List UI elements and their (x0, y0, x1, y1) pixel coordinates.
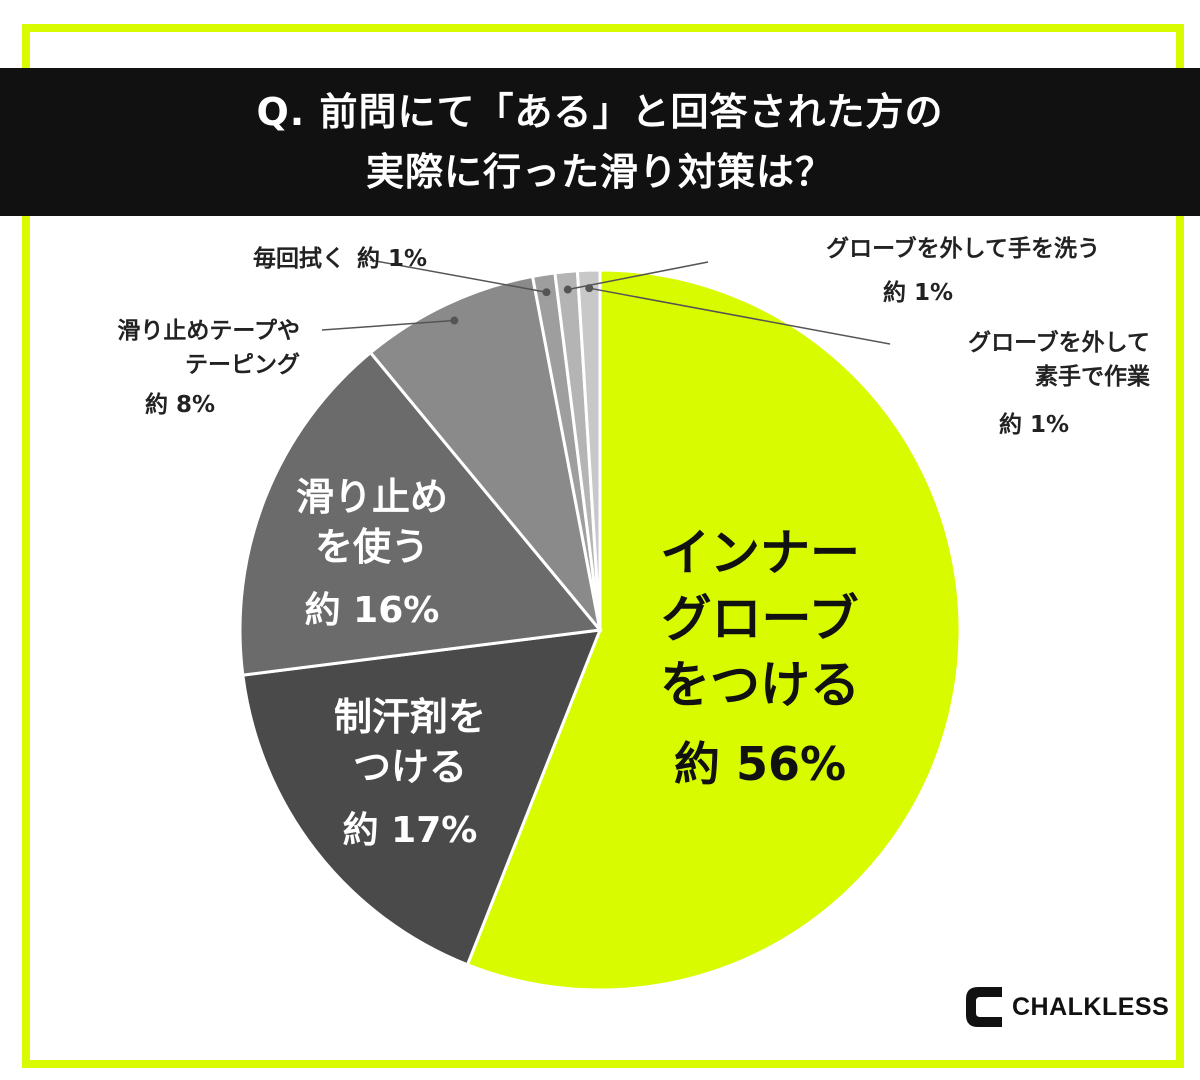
pie-slice-3 (368, 274, 602, 631)
slice-value-6: 約 1% (999, 411, 1069, 438)
title-line-2: 実際に行った滑り対策は？ (365, 150, 834, 194)
slice-value-5: 約 1% (883, 279, 953, 306)
slice-label-5: グローブを外して手を洗う (826, 235, 1100, 262)
slice-label-0: インナーグローブをつける (660, 524, 860, 714)
slice-value-2: 約 16% (305, 590, 440, 631)
slice-value-3: 約 8% (145, 391, 215, 418)
brand-logo: CHALKLESS (962, 982, 1169, 1032)
pie-slice-1 (241, 628, 603, 967)
slice-label-2: 滑り止めを使う (296, 475, 448, 569)
leader-dot-4 (542, 288, 551, 297)
accent-frame (22, 24, 1184, 1068)
slice-value-0: 約 56% (674, 737, 846, 791)
slice-value-4: 約 1% (357, 245, 427, 272)
slice-value-1: 約 17% (343, 810, 478, 851)
slice-label-1: 制汗剤をつける (334, 695, 486, 789)
leader-line-3 (321, 319, 455, 331)
title-line-1: Q. 前問にて「ある」と回答された方の (256, 90, 944, 134)
brand-name: CHALKLESS (1012, 992, 1170, 1021)
slice-label-3: 滑り止めテープやテーピング (117, 318, 300, 378)
slice-label-4: 毎回拭く (253, 246, 345, 272)
leader-line-4 (369, 259, 547, 293)
leader-dot-6 (585, 284, 594, 293)
chalkless-c-logo-icon (966, 987, 1002, 1027)
pie-slice-0 (465, 268, 962, 992)
leader-line-6 (589, 287, 891, 345)
pie-slice-6 (575, 268, 602, 631)
pie-slice-2 (238, 350, 603, 677)
title-bar: Q. 前問にて「ある」と回答された方の 実際に行った滑り対策は？ (0, 68, 1200, 216)
slice-label-6: グローブを外して素手で作業 (968, 329, 1151, 390)
